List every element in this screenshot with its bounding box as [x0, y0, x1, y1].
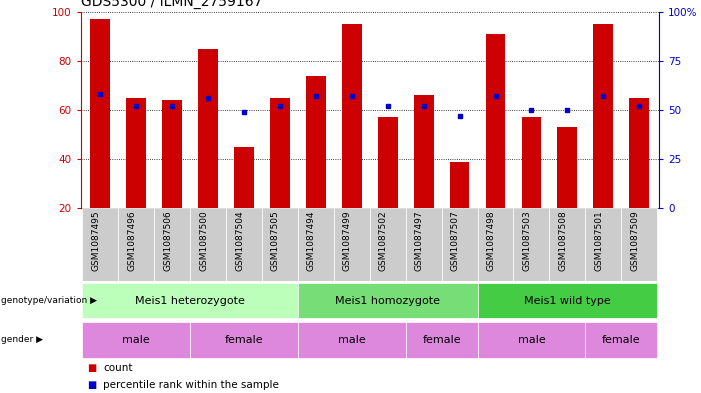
Text: genotype/variation ▶: genotype/variation ▶ — [1, 296, 97, 305]
Bar — [629, 98, 649, 208]
Text: female: female — [602, 335, 641, 345]
Bar — [198, 49, 218, 208]
Bar — [83, 208, 118, 281]
Bar — [126, 98, 147, 208]
Bar — [342, 24, 362, 208]
Bar — [270, 98, 290, 208]
Bar — [163, 100, 182, 208]
Text: female: female — [422, 335, 461, 345]
Bar — [522, 118, 541, 208]
Text: GSM1087508: GSM1087508 — [558, 211, 567, 271]
Text: GDS5300 / ILMN_2759167: GDS5300 / ILMN_2759167 — [81, 0, 262, 9]
Bar — [513, 208, 550, 281]
Bar — [486, 34, 505, 208]
Text: ■: ■ — [88, 363, 97, 373]
Bar — [118, 208, 154, 281]
Text: ■: ■ — [88, 380, 97, 389]
Bar — [550, 208, 585, 281]
Text: male: male — [338, 335, 366, 345]
Text: Meis1 homozygote: Meis1 homozygote — [335, 296, 440, 306]
Text: GSM1087500: GSM1087500 — [199, 211, 208, 271]
Bar — [621, 208, 657, 281]
Text: GSM1087502: GSM1087502 — [379, 211, 388, 271]
Text: GSM1087497: GSM1087497 — [415, 211, 423, 271]
Text: GSM1087495: GSM1087495 — [91, 211, 100, 271]
Text: GSM1087507: GSM1087507 — [451, 211, 460, 271]
Text: GSM1087505: GSM1087505 — [271, 211, 280, 271]
Text: female: female — [225, 335, 264, 345]
Bar — [557, 127, 577, 208]
Bar — [262, 208, 298, 281]
Bar — [83, 322, 190, 358]
Bar — [477, 322, 585, 358]
Text: GSM1087499: GSM1087499 — [343, 211, 352, 271]
Text: GSM1087504: GSM1087504 — [235, 211, 244, 271]
Bar — [154, 208, 190, 281]
Text: male: male — [517, 335, 545, 345]
Bar — [369, 208, 406, 281]
Bar — [226, 208, 262, 281]
Text: GSM1087501: GSM1087501 — [594, 211, 604, 271]
Text: Meis1 wild type: Meis1 wild type — [524, 296, 611, 306]
Bar — [477, 283, 657, 318]
Text: gender ▶: gender ▶ — [1, 336, 43, 344]
Bar — [298, 283, 477, 318]
Text: GSM1087503: GSM1087503 — [522, 211, 531, 271]
Bar — [406, 322, 477, 358]
Bar — [442, 208, 477, 281]
Bar — [477, 208, 513, 281]
Bar — [234, 147, 254, 208]
Bar — [190, 322, 298, 358]
Bar — [83, 283, 298, 318]
Text: GSM1087494: GSM1087494 — [307, 211, 316, 271]
Text: GSM1087506: GSM1087506 — [163, 211, 172, 271]
Bar — [90, 19, 110, 208]
Text: GSM1087509: GSM1087509 — [630, 211, 639, 271]
Bar — [306, 75, 326, 208]
Bar — [585, 208, 621, 281]
Bar — [414, 95, 433, 208]
Text: male: male — [123, 335, 150, 345]
Bar — [378, 118, 397, 208]
Bar — [190, 208, 226, 281]
Bar — [406, 208, 442, 281]
Bar — [585, 322, 657, 358]
Bar — [450, 162, 470, 208]
Text: count: count — [103, 363, 132, 373]
Text: GSM1087496: GSM1087496 — [128, 211, 136, 271]
Text: GSM1087498: GSM1087498 — [486, 211, 496, 271]
Bar — [298, 322, 406, 358]
Bar — [334, 208, 369, 281]
Bar — [593, 24, 613, 208]
Bar — [298, 208, 334, 281]
Text: Meis1 heterozygote: Meis1 heterozygote — [135, 296, 245, 306]
Text: percentile rank within the sample: percentile rank within the sample — [103, 380, 279, 389]
